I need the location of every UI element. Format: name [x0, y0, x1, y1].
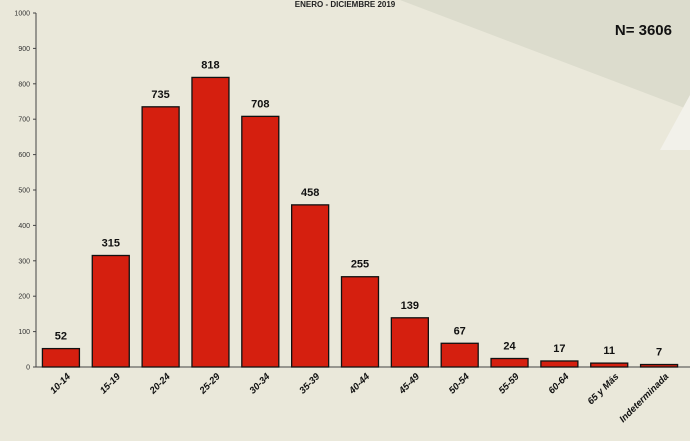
bar: [639, 363, 679, 368]
bar: [141, 106, 180, 368]
y-tick-label: 1000: [14, 11, 30, 18]
bar: [291, 204, 330, 368]
y-tick-label: 400: [18, 223, 30, 230]
x-tick-label: 60-64: [547, 371, 572, 396]
bar: [41, 347, 81, 368]
x-tick-label: 45-49: [396, 371, 422, 397]
x-tick-label: 55-59: [497, 371, 522, 396]
y-tick-label: 0: [26, 365, 30, 372]
data-label: 17: [553, 343, 565, 355]
x-tick-label: Indeterminada: [618, 371, 672, 425]
data-label: 735: [151, 89, 169, 101]
data-label: 7: [656, 347, 662, 359]
x-tick-label: 20-24: [147, 371, 173, 397]
x-tick-label: 35-39: [297, 371, 322, 396]
y-tick-label: 800: [18, 81, 30, 88]
data-label: 52: [55, 331, 67, 343]
sample-size-label: N= 3606: [614, 22, 672, 39]
x-tick-label: 65 y Más: [586, 371, 622, 407]
bar: [390, 317, 429, 368]
data-label: 24: [503, 341, 516, 353]
y-tick-label: 900: [18, 46, 30, 53]
x-tick-label: 40-44: [346, 371, 372, 397]
bar: [340, 276, 380, 368]
x-tick-label: 50-54: [447, 371, 472, 396]
y-tick-label: 100: [18, 329, 30, 336]
y-tick-label: 200: [18, 294, 30, 301]
x-tick-label: 15-19: [98, 371, 123, 396]
bar: [490, 357, 529, 368]
x-tick-label: 10-14: [48, 371, 73, 396]
bar: [540, 360, 579, 368]
bar: [191, 76, 230, 368]
x-tick-label: 30-34: [247, 371, 272, 396]
data-label: 67: [454, 325, 466, 337]
data-label: 315: [102, 237, 120, 249]
data-label: 458: [301, 187, 319, 199]
x-tick-label: 25-29: [197, 371, 223, 397]
data-label: 818: [201, 59, 219, 71]
y-tick-label: 500: [18, 188, 30, 195]
bar: [590, 362, 629, 368]
chart-title: ENERO - DICIEMBRE 2019: [294, 0, 396, 9]
bar: [241, 115, 280, 368]
data-label: 11: [603, 345, 615, 357]
data-label: 255: [351, 259, 369, 271]
y-tick-label: 700: [18, 117, 30, 124]
bar: [91, 254, 130, 368]
data-label: 708: [251, 98, 269, 110]
data-label: 139: [401, 300, 419, 312]
y-tick-label: 300: [18, 258, 30, 265]
y-tick-label: 600: [18, 152, 30, 159]
bar: [440, 342, 479, 368]
